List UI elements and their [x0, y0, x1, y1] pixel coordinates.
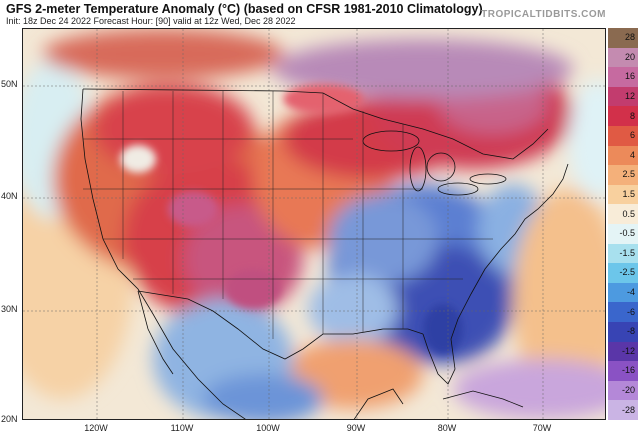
colorbar-swatch: -28: [608, 400, 638, 420]
colorbar-swatch: -20: [608, 380, 638, 401]
lon-label-90w: 90W: [346, 423, 366, 433]
state-lines: [83, 91, 493, 339]
colorbar-swatch: -12: [608, 341, 638, 362]
lat-label-50n: 50N: [1, 79, 18, 89]
colorbar-swatch: -4: [608, 282, 638, 303]
colorbar-swatch: 8: [608, 106, 638, 126]
lon-label-120w: 120W: [84, 423, 108, 433]
colorbar-swatch: -16: [608, 361, 638, 381]
colorbar-legend: 28 20 16 12 8 6 4 2.5 1.5 0.5 -0.5 -1.5 -2.5 -4 -6 -8 -1…: [608, 28, 638, 420]
colorbar-swatch: 16: [608, 67, 638, 87]
colorbar-swatch: -1.5: [608, 243, 638, 264]
boundaries: [80, 88, 569, 419]
lon-label-70w: 70W: [532, 423, 552, 433]
lon-label-80w: 80W: [437, 423, 457, 433]
forecast-info: Init: 18z Dec 24 2022 Forecast Hour: [90…: [6, 16, 296, 26]
colorbar-swatch: 2.5: [608, 165, 638, 185]
colorbar-swatch: 12: [608, 86, 638, 107]
graticule: [23, 29, 605, 419]
anomaly-map: [22, 28, 606, 420]
colorbar-swatch: -0.5: [608, 224, 638, 244]
lat-label-20n: 20N: [1, 414, 18, 424]
colorbar-swatch: 0.5: [608, 204, 638, 224]
colorbar-swatch: 28: [608, 28, 638, 48]
lat-label-40n: 40N: [1, 191, 18, 201]
lat-label-30n: 30N: [1, 304, 18, 314]
colorbar-swatch: 4: [608, 145, 638, 166]
source-watermark: TROPICALTIDBITS.COM: [481, 9, 606, 20]
colorbar-swatch: 1.5: [608, 184, 638, 205]
colorbar-swatch: 6: [608, 126, 638, 146]
colorbar-swatch: -8: [608, 322, 638, 342]
colorbar-swatch: 20: [608, 47, 638, 68]
title-block: GFS 2-meter Temperature Anomaly (°C) (ba…: [6, 2, 606, 26]
colorbar-swatch: -6: [608, 302, 638, 322]
anomaly-field: [23, 29, 605, 419]
colorbar-swatch: -2.5: [608, 263, 638, 283]
lon-label-100w: 100W: [256, 423, 280, 433]
lon-label-110w: 110W: [170, 423, 194, 433]
map-title: GFS 2-meter Temperature Anomaly (°C) (ba…: [6, 2, 483, 16]
